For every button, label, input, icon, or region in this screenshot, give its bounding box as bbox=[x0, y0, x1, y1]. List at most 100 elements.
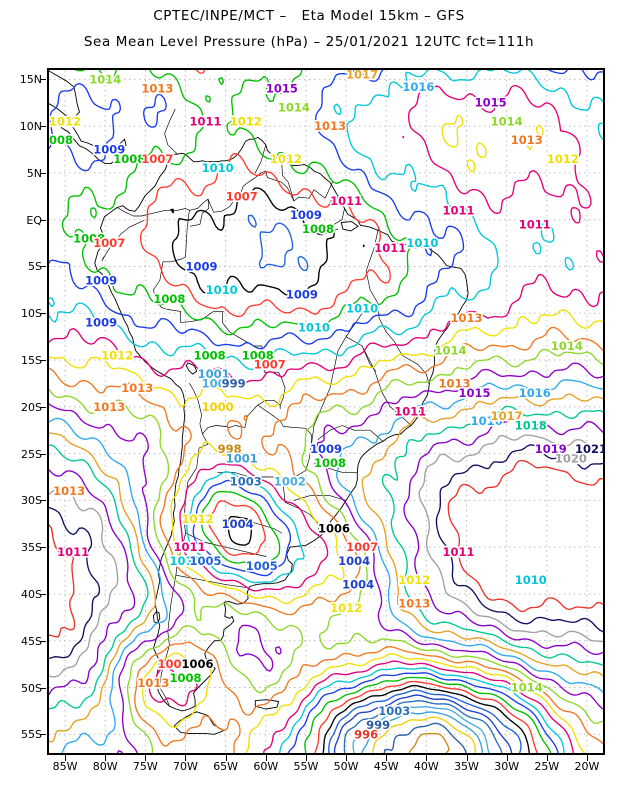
contour-label-halo: 1006 bbox=[182, 657, 214, 671]
x-axis-label-65W: 65W bbox=[213, 760, 239, 773]
contour-label-1007: 1007 bbox=[157, 657, 189, 671]
contour-label-halo: 1005 bbox=[190, 554, 222, 568]
contour-label-1008: 1008 bbox=[73, 231, 105, 245]
x-axis-label-70W: 70W bbox=[173, 760, 198, 773]
contour-label-1013: 1013 bbox=[398, 596, 430, 610]
chart-title-block: CPTEC/INPE/MCT – Eta Model 15km – GFS Se… bbox=[0, 0, 618, 50]
x-axis-tick bbox=[65, 755, 67, 761]
y-axis-tick bbox=[40, 360, 46, 362]
contour-label-halo: 1013 bbox=[141, 82, 173, 96]
x-axis-tick bbox=[145, 755, 147, 761]
chart-title-line-2: Sea Mean Level Pressure (hPa) – 25/01/20… bbox=[83, 34, 535, 50]
y-axis-tick bbox=[40, 500, 46, 502]
contour-label-1017: 1017 bbox=[491, 409, 523, 423]
y-axis-tick bbox=[40, 453, 46, 455]
contour-label-halo: 1009 bbox=[290, 208, 322, 222]
contour-label-halo: 1003 bbox=[378, 704, 410, 718]
y-axis-tick bbox=[40, 547, 46, 549]
contour-label-halo: 1004 bbox=[342, 578, 374, 592]
y-axis-tick bbox=[40, 172, 46, 174]
contour-label-halo: 1014 bbox=[89, 72, 121, 86]
contour-label-996: 996 bbox=[354, 727, 378, 741]
y-axis-label-15N: 15N bbox=[19, 73, 42, 87]
y-axis-label-15S: 15S bbox=[21, 354, 42, 368]
contour-label-halo: 999 bbox=[222, 376, 246, 390]
contour-lines-layer bbox=[49, 70, 603, 753]
contour-label-halo: 1012 bbox=[182, 512, 214, 526]
contour-label-1008: 1008 bbox=[314, 456, 346, 470]
contour-label-halo: 1001 bbox=[226, 451, 258, 465]
contour-label-halo: 1015 bbox=[266, 82, 298, 96]
contour-label-999: 999 bbox=[222, 376, 246, 390]
contour-label-1011: 1011 bbox=[374, 241, 406, 255]
contour-label-halo: 1010 bbox=[406, 236, 438, 250]
contour-label-1015: 1015 bbox=[475, 96, 507, 110]
contour-label-1017: 1017 bbox=[346, 70, 378, 82]
y-axis-label-20S: 20S bbox=[21, 400, 42, 414]
contour-label-1009: 1009 bbox=[290, 208, 322, 222]
contour-label-1007: 1007 bbox=[254, 358, 286, 372]
contour-label-1010: 1010 bbox=[346, 302, 378, 316]
contour-label-halo: 1004 bbox=[222, 517, 254, 531]
contour-label-halo: 1009 bbox=[93, 143, 125, 157]
contour-label-1009: 1009 bbox=[85, 274, 117, 288]
contour-label-1000: 1000 bbox=[202, 400, 234, 414]
contour-label-halo: 1011 bbox=[374, 241, 406, 255]
contour-label-halo: 1011 bbox=[442, 203, 474, 217]
contour-label-1010: 1010 bbox=[406, 236, 438, 250]
contour-label-halo: 1000 bbox=[202, 400, 234, 414]
contour-label-halo: 1012 bbox=[49, 114, 81, 128]
contour-label-halo: 1013 bbox=[450, 311, 482, 325]
contour-label-1015: 1015 bbox=[459, 386, 491, 400]
contour-label-1013: 1013 bbox=[93, 400, 125, 414]
contour-label-1014: 1014 bbox=[434, 344, 466, 358]
contour-label-1014: 1014 bbox=[551, 339, 583, 353]
contour-label-1003: 1003 bbox=[378, 704, 410, 718]
contour-label-1010: 1010 bbox=[202, 161, 234, 175]
contour-label-1012: 1012 bbox=[182, 512, 214, 526]
contour-label-halo: 1012 bbox=[270, 152, 302, 166]
contour-label-1013: 1013 bbox=[53, 484, 85, 498]
contour-label-1002: 1002 bbox=[202, 376, 234, 390]
contour-label-halo: 1008 bbox=[242, 348, 274, 362]
y-axis-label-40S: 40S bbox=[21, 587, 42, 601]
contour-label-halo: 1010 bbox=[206, 283, 238, 297]
contour-label-1010: 1010 bbox=[169, 554, 201, 568]
contour-label-halo: 1016 bbox=[471, 414, 503, 428]
contour-label-halo: 1006 bbox=[318, 521, 350, 535]
x-axis-label-35W: 35W bbox=[454, 760, 479, 773]
y-axis-tick bbox=[40, 687, 46, 689]
contour-label-1005: 1005 bbox=[246, 559, 278, 573]
x-axis-label-40W: 40W bbox=[413, 760, 439, 773]
y-axis-tick bbox=[40, 406, 46, 408]
contour-label-1006: 1006 bbox=[182, 657, 214, 671]
contour-label-halo: 1001 bbox=[198, 367, 230, 381]
contour-label-halo: 1008 bbox=[302, 222, 334, 236]
contour-label-halo: 1011 bbox=[519, 217, 551, 231]
y-axis-tick bbox=[40, 266, 46, 268]
contour-label-halo: 1008 bbox=[314, 456, 346, 470]
contour-label-halo: 1013 bbox=[53, 484, 85, 498]
contour-label-1008: 1008 bbox=[49, 133, 73, 147]
contour-label-1013: 1013 bbox=[141, 82, 173, 96]
contour-label-1011: 1011 bbox=[173, 540, 205, 554]
contour-label-1013: 1013 bbox=[137, 676, 169, 690]
contour-label-1013: 1013 bbox=[314, 119, 346, 133]
contour-label-1011: 1011 bbox=[519, 217, 551, 231]
contour-label-halo: 1010 bbox=[202, 161, 234, 175]
contour-label-1008: 1008 bbox=[242, 348, 274, 362]
contour-label-halo: 1004 bbox=[338, 554, 370, 568]
x-axis-label-75W: 75W bbox=[132, 760, 158, 773]
map-plot-area: 1014 1014 1013 1013 1015 1015 1017 1017 1016 1016… bbox=[47, 68, 605, 755]
contour-label-halo: 1016 bbox=[402, 80, 434, 94]
contour-label-1008: 1008 bbox=[153, 292, 185, 306]
contour-label-halo: 1010 bbox=[298, 320, 330, 334]
contour-label-1013: 1013 bbox=[438, 376, 470, 390]
contour-label-1012: 1012 bbox=[330, 601, 362, 615]
contour-label-halo: 1013 bbox=[121, 381, 153, 395]
contour-label-halo: 1009 bbox=[286, 288, 318, 302]
y-axis-tick bbox=[40, 219, 46, 221]
x-axis-label-30W: 30W bbox=[494, 760, 520, 773]
x-axis-tick bbox=[386, 755, 388, 761]
